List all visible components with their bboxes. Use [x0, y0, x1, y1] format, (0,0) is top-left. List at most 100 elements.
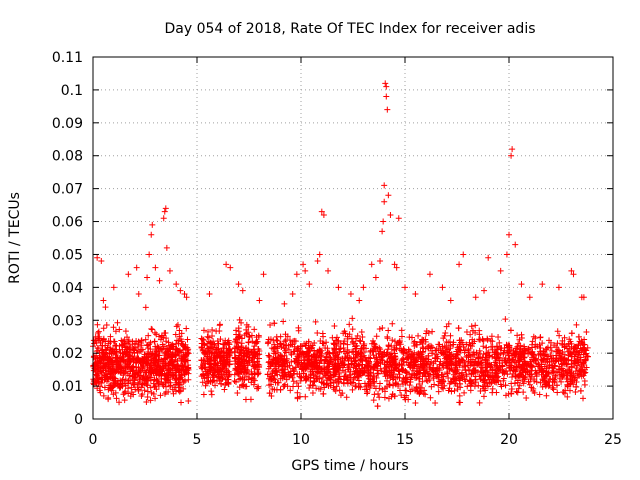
data-point [405, 396, 412, 403]
data-point [415, 350, 422, 357]
data-point [457, 347, 464, 354]
data-point [161, 208, 168, 215]
tick-labels: 0 5 10 15 20 25 0 0.01 0.02 0.03 0.04 0.05 0.06 0.07 0… [52, 50, 622, 448]
data-point [509, 146, 516, 153]
data-point [357, 349, 364, 356]
data-point [353, 345, 360, 352]
data-point [575, 351, 582, 358]
data-point [130, 367, 137, 374]
data-point [469, 327, 476, 334]
data-point [172, 331, 179, 338]
data-point [155, 357, 162, 364]
data-point [344, 364, 351, 371]
data-point [422, 369, 429, 376]
data-point [371, 364, 378, 371]
data-point [508, 385, 515, 392]
data-point [492, 359, 499, 366]
data-point [532, 343, 539, 350]
data-point [100, 392, 107, 399]
data-point [425, 373, 432, 380]
data-point [576, 338, 583, 345]
data-point [109, 365, 116, 372]
data-point [346, 321, 353, 328]
data-point [558, 378, 565, 385]
data-point [452, 355, 459, 362]
data-point [526, 381, 533, 388]
data-point [526, 294, 533, 301]
data-point [135, 363, 142, 370]
data-point [232, 336, 239, 343]
data-point [351, 371, 358, 378]
data-point [335, 284, 342, 291]
data-point [316, 349, 323, 356]
data-point [349, 361, 356, 368]
data-point [502, 316, 509, 323]
data-point [564, 368, 571, 375]
data-point [152, 264, 159, 271]
data-point [402, 387, 409, 394]
data-point [149, 366, 156, 373]
data-point [553, 348, 560, 355]
data-point [445, 387, 452, 394]
data-point [512, 241, 519, 248]
data-point [267, 322, 274, 329]
data-point [581, 336, 588, 343]
data-point [578, 363, 585, 370]
data-point [99, 342, 106, 349]
data-point [405, 346, 412, 353]
data-point [209, 349, 216, 356]
data-point [174, 337, 181, 344]
data-point [264, 371, 271, 378]
data-point [468, 380, 475, 387]
data-point [359, 334, 366, 340]
data-point [537, 363, 544, 370]
data-point [502, 392, 509, 399]
data-point [494, 363, 501, 370]
data-point [223, 345, 230, 352]
data-point [378, 352, 385, 359]
data-point [396, 374, 403, 381]
data-point [523, 394, 530, 401]
data-point [144, 274, 151, 281]
data-point [158, 333, 165, 340]
data-point [543, 392, 550, 399]
data-point [144, 342, 151, 349]
data-point [202, 368, 209, 375]
data-point [521, 374, 528, 381]
data-point [306, 361, 313, 368]
data-point [391, 261, 398, 268]
data-point [355, 384, 362, 391]
data-point [144, 393, 151, 400]
data-point [353, 383, 360, 390]
data-point [550, 386, 557, 393]
data-point [291, 337, 298, 344]
data-point [205, 328, 212, 335]
data-point [476, 331, 483, 338]
data-point [395, 339, 402, 346]
data-point [583, 329, 590, 336]
data-point [128, 389, 135, 396]
data-point [431, 368, 438, 375]
data-point [252, 339, 259, 346]
data-point [532, 356, 539, 363]
data-point [142, 304, 149, 311]
data-point [518, 364, 525, 371]
data-point [401, 394, 408, 401]
data-point [379, 325, 386, 331]
data-point [341, 373, 348, 380]
data-point [516, 357, 523, 364]
data-point [147, 384, 154, 391]
data-point [236, 316, 243, 323]
data-point [529, 338, 536, 345]
data-point [568, 343, 575, 350]
data-point [94, 329, 101, 336]
data-point [119, 380, 126, 387]
data-point [122, 364, 129, 371]
data-point [116, 326, 123, 333]
data-point [105, 396, 112, 403]
data-point [131, 377, 138, 384]
data-point [143, 354, 150, 361]
data-point [305, 338, 312, 345]
data-point [135, 387, 142, 394]
